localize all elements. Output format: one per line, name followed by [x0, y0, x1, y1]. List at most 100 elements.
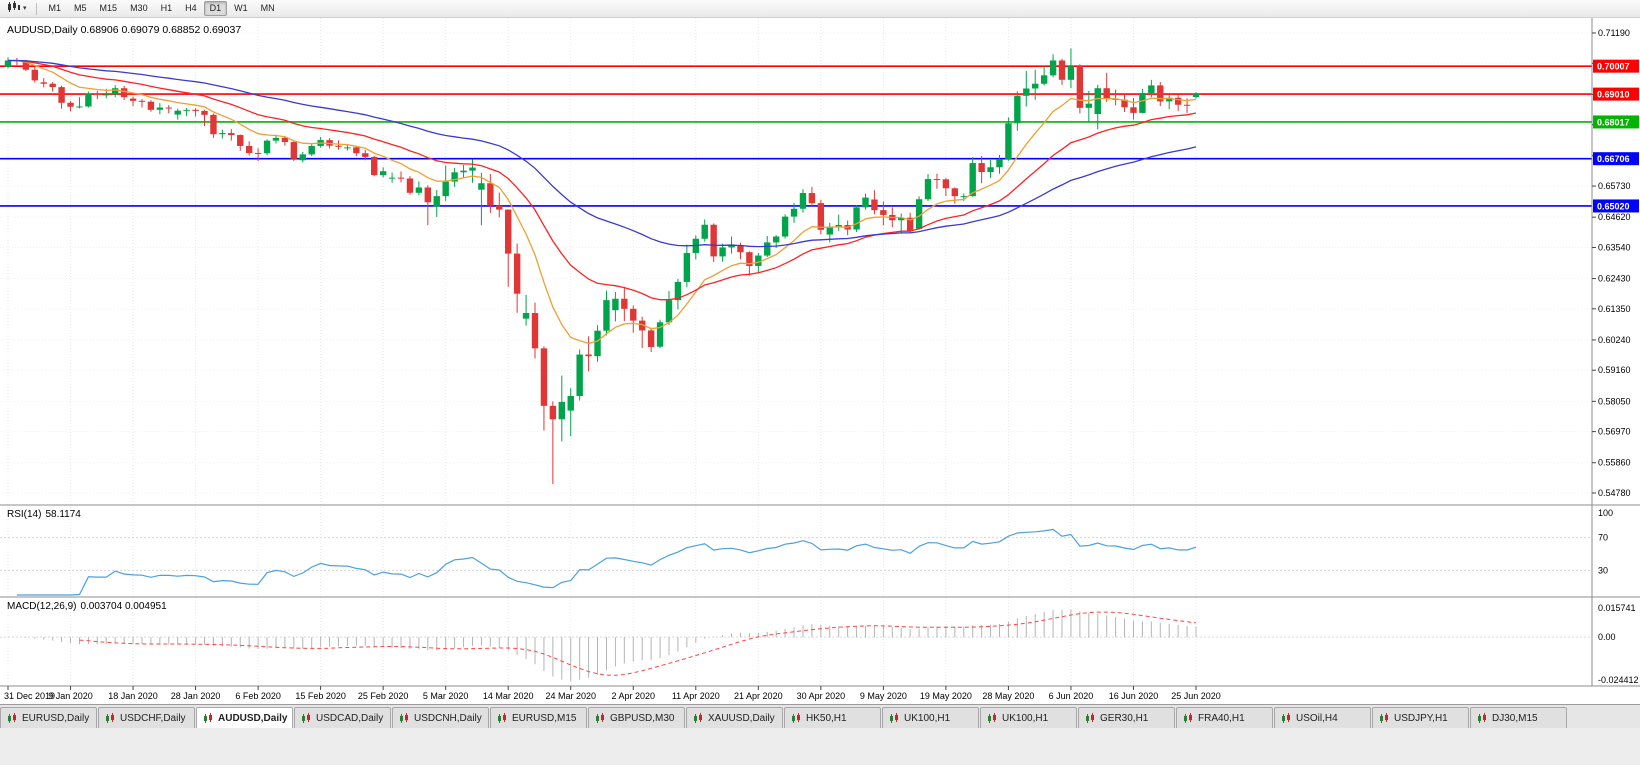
tab-dj30-m15[interactable]: DJ30,M15: [1470, 707, 1567, 728]
mini-chart-icon: [1379, 712, 1390, 724]
chevron-down-icon: ▾: [23, 5, 27, 12]
svg-text:15 Feb 2020: 15 Feb 2020: [295, 691, 346, 701]
tab-uk100-h1[interactable]: UK100,H1: [980, 707, 1077, 728]
svg-text:30: 30: [1598, 565, 1608, 575]
svg-text:9 May 2020: 9 May 2020: [860, 691, 907, 701]
timeframe-button-d1[interactable]: D1: [203, 1, 228, 16]
svg-text:28 Jan 2020: 28 Jan 2020: [171, 691, 221, 701]
chart-tab-bar: EURUSD,Daily USDCHF,Daily AUDUSD,Daily USDC…: [0, 704, 1640, 728]
chart-toolbar: ▾ M1 M5 M15 M30 H1 H4 D1 W1 MN: [0, 0, 1640, 18]
svg-text:5 Mar 2020: 5 Mar 2020: [423, 691, 469, 701]
chart-grid: [0, 18, 1592, 686]
svg-text:19 May 2020: 19 May 2020: [920, 691, 972, 701]
mini-chart-icon: [399, 712, 410, 724]
tab-usdcad-daily[interactable]: USDCAD,Daily: [294, 707, 391, 728]
tab-usoil-h4[interactable]: USOil,H4: [1274, 707, 1371, 728]
svg-text:0.59160: 0.59160: [1598, 365, 1631, 375]
svg-text:24 Mar 2020: 24 Mar 2020: [545, 691, 596, 701]
mini-chart-icon: [7, 712, 18, 724]
tab-ger30-h1[interactable]: GER30,H1: [1078, 707, 1175, 728]
svg-text:0.65020: 0.65020: [1597, 201, 1630, 211]
svg-text:100: 100: [1598, 508, 1613, 518]
svg-text:2 Apr 2020: 2 Apr 2020: [611, 691, 655, 701]
mini-chart-icon: [889, 712, 900, 724]
tab-usdcnh-daily[interactable]: USDCNH,Daily: [392, 707, 489, 728]
svg-text:31 Dec 2019: 31 Dec 2019: [4, 691, 55, 701]
mini-chart-icon: [1183, 712, 1194, 724]
tab-label: AUDUSD,Daily: [218, 712, 288, 724]
chart-type-button[interactable]: ▾: [4, 0, 30, 17]
svg-text:16 Jun 2020: 16 Jun 2020: [1109, 691, 1159, 701]
mini-chart-icon: [987, 712, 998, 724]
timeframe-button-h4[interactable]: H4: [185, 3, 197, 13]
tab-label: HK50,H1: [806, 712, 847, 724]
tab-hk50-h1[interactable]: HK50,H1: [784, 707, 881, 728]
chart-canvas[interactable]: 0.711900.701100.690000.679200.668100.657…: [0, 18, 1640, 704]
rsi-panel[interactable]: [0, 528, 1592, 596]
tab-label: USDCAD,Daily: [316, 712, 384, 724]
tab-label: USDCHF,Daily: [120, 712, 186, 724]
timeframe-button-mn[interactable]: MN: [260, 3, 275, 13]
timeframe-button-h1[interactable]: H1: [160, 3, 173, 13]
mini-chart-icon: [791, 712, 802, 724]
svg-text:70: 70: [1598, 533, 1608, 543]
svg-text:11 Apr 2020: 11 Apr 2020: [672, 691, 720, 701]
mini-chart-icon: [203, 712, 214, 724]
timeframe-button-m30[interactable]: M30: [130, 3, 148, 13]
svg-text:0.60240: 0.60240: [1598, 335, 1631, 345]
svg-text:0.65730: 0.65730: [1598, 181, 1631, 191]
tab-label: EURUSD,M15: [512, 712, 577, 724]
tab-uk100-h1[interactable]: UK100,H1: [882, 707, 979, 728]
svg-text:0.54780: 0.54780: [1598, 488, 1631, 498]
main-price-panel[interactable]: [0, 48, 1592, 485]
price-axis[interactable]: 0.711900.701100.690000.679200.668100.657…: [1592, 28, 1639, 685]
svg-text:0.61350: 0.61350: [1598, 304, 1631, 314]
svg-text:21 Apr 2020: 21 Apr 2020: [734, 691, 783, 701]
tab-eurusd-m15[interactable]: EURUSD,M15: [490, 707, 587, 728]
svg-text:0.71190: 0.71190: [1598, 28, 1630, 38]
svg-text:6 Feb 2020: 6 Feb 2020: [235, 691, 281, 701]
tab-usdchf-daily[interactable]: USDCHF,Daily: [98, 707, 195, 728]
svg-text:0.015741: 0.015741: [1598, 603, 1636, 613]
tab-xauusd-daily[interactable]: XAUUSD,Daily: [686, 707, 783, 728]
svg-text:0.69010: 0.69010: [1597, 90, 1630, 100]
tab-label: USDCNH,Daily: [414, 712, 482, 724]
macd-panel[interactable]: [0, 609, 1592, 682]
tab-audusd-daily[interactable]: AUDUSD,Daily: [196, 707, 293, 728]
timeframe-button-m1[interactable]: M1: [48, 3, 62, 13]
svg-text:18 Jan 2020: 18 Jan 2020: [108, 691, 158, 701]
tab-eurusd-daily[interactable]: EURUSD,Daily: [0, 707, 97, 728]
svg-text:0.62430: 0.62430: [1598, 274, 1631, 284]
svg-text:0.55860: 0.55860: [1598, 458, 1631, 468]
mini-chart-icon: [1085, 712, 1096, 724]
svg-text:25 Jun 2020: 25 Jun 2020: [1171, 691, 1221, 701]
tab-label: DJ30,M15: [1492, 712, 1538, 724]
svg-text:25 Feb 2020: 25 Feb 2020: [358, 691, 409, 701]
panel-separators[interactable]: [0, 18, 1640, 687]
mini-chart-icon: [497, 712, 508, 724]
svg-text:0.66706: 0.66706: [1597, 154, 1630, 164]
svg-text:0.70007: 0.70007: [1597, 62, 1630, 72]
timeframe-button-m5[interactable]: M5: [74, 3, 87, 13]
tab-label: UK100,H1: [1002, 712, 1049, 724]
tab-usdjpy-h1[interactable]: USDJPY,H1: [1372, 707, 1469, 728]
timeframe-button-m15[interactable]: M15: [99, 3, 118, 13]
tab-gbpusd-m30[interactable]: GBPUSD,M30: [588, 707, 685, 728]
svg-text:28 May 2020: 28 May 2020: [982, 691, 1034, 701]
svg-text:0.58050: 0.58050: [1598, 396, 1631, 406]
mini-chart-icon: [301, 712, 312, 724]
status-area: [0, 728, 1640, 765]
svg-text:6 Jun 2020: 6 Jun 2020: [1049, 691, 1094, 701]
mini-chart-icon: [1477, 712, 1488, 724]
mini-chart-icon: [693, 712, 704, 724]
timeframe-button-w1[interactable]: W1: [234, 3, 248, 13]
tab-label: XAUUSD,Daily: [708, 712, 775, 724]
mini-chart-icon: [105, 712, 116, 724]
svg-text:14 Mar 2020: 14 Mar 2020: [483, 691, 534, 701]
tab-label: USDJPY,H1: [1394, 712, 1448, 724]
toolbar-separator: [35, 2, 37, 15]
tab-fra40-h1[interactable]: FRA40,H1: [1176, 707, 1273, 728]
mini-chart-icon: [595, 712, 606, 724]
